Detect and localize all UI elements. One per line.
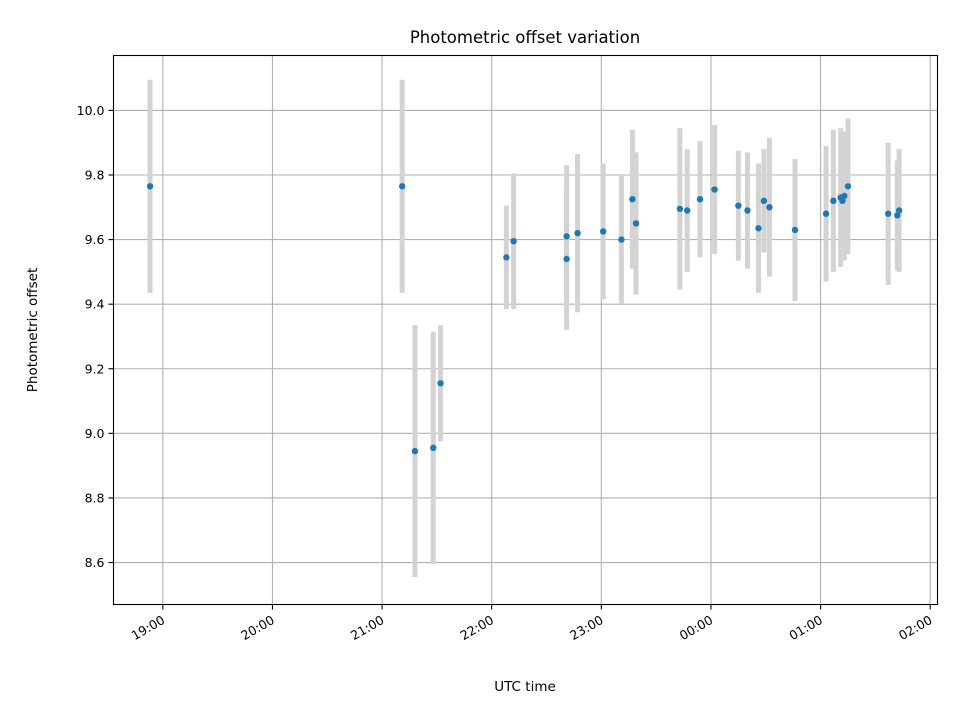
data-point: [683, 207, 691, 214]
y-tick-label: 8.6: [85, 555, 105, 570]
x-tick-label: 19:00: [129, 612, 168, 643]
data-point: [629, 196, 636, 203]
x-tick-label: 02:00: [896, 612, 935, 643]
x-tick-label: 00:00: [677, 612, 716, 643]
data-point: [510, 237, 517, 245]
chart-title: Photometric offset variation: [410, 28, 640, 47]
point-layer: [146, 183, 903, 455]
plot-frame: [112, 54, 939, 606]
y-tick-label: 8.8: [85, 490, 105, 505]
data-point: [839, 197, 846, 205]
data-point: [563, 233, 570, 240]
x-tick-label: 21:00: [348, 612, 387, 643]
y-tick-label: 9.6: [85, 232, 105, 247]
y-tick-label: 9.8: [85, 167, 105, 182]
data-point: [711, 186, 718, 193]
data-point: [760, 197, 768, 205]
data-point: [599, 228, 607, 235]
x-tick-label: 20:00: [238, 612, 277, 643]
data-point: [830, 197, 837, 205]
y-tick-label: 9.0: [85, 426, 105, 441]
data-point: [755, 225, 762, 232]
y-tick-label: 9.2: [85, 361, 105, 376]
data-point: [844, 183, 852, 190]
x-axis-ticks: 19:00 20:00 21:00 22:00 23:00 00:00 01:00 02:00: [129, 604, 935, 643]
data-point: [895, 207, 903, 214]
y-tick-label: 9.4: [85, 297, 105, 312]
x-axis-label: UTC time: [494, 679, 556, 695]
x-tick-label: 22:00: [457, 612, 496, 643]
data-point: [632, 220, 640, 227]
data-point: [398, 183, 406, 190]
data-point: [744, 207, 751, 214]
data-point: [791, 226, 799, 234]
x-tick-label: 23:00: [567, 612, 606, 643]
data-point: [884, 210, 892, 217]
errorbar-layer: [147, 79, 902, 578]
x-tick-label: 01:00: [786, 612, 825, 643]
data-point: [574, 229, 581, 237]
data-point: [676, 205, 684, 213]
data-point: [430, 444, 437, 452]
data-point: [766, 204, 773, 211]
grid-layer: [113, 55, 938, 605]
data-point: [735, 202, 742, 209]
y-axis-ticks: 8.6 8.8 9.0 9.2 9.4 9.6 9.8 10.0: [77, 103, 114, 570]
data-point: [437, 380, 444, 387]
data-point: [563, 255, 570, 263]
data-point: [503, 254, 510, 261]
y-tick-label: 10.0: [77, 103, 105, 118]
data-point: [696, 196, 704, 203]
data-point: [411, 447, 419, 455]
data-point: [822, 210, 830, 217]
data-point: [618, 236, 625, 243]
y-axis-label: Photometric offset: [25, 268, 41, 392]
data-point: [841, 192, 848, 200]
data-point: [894, 212, 901, 219]
data-point: [146, 183, 154, 190]
